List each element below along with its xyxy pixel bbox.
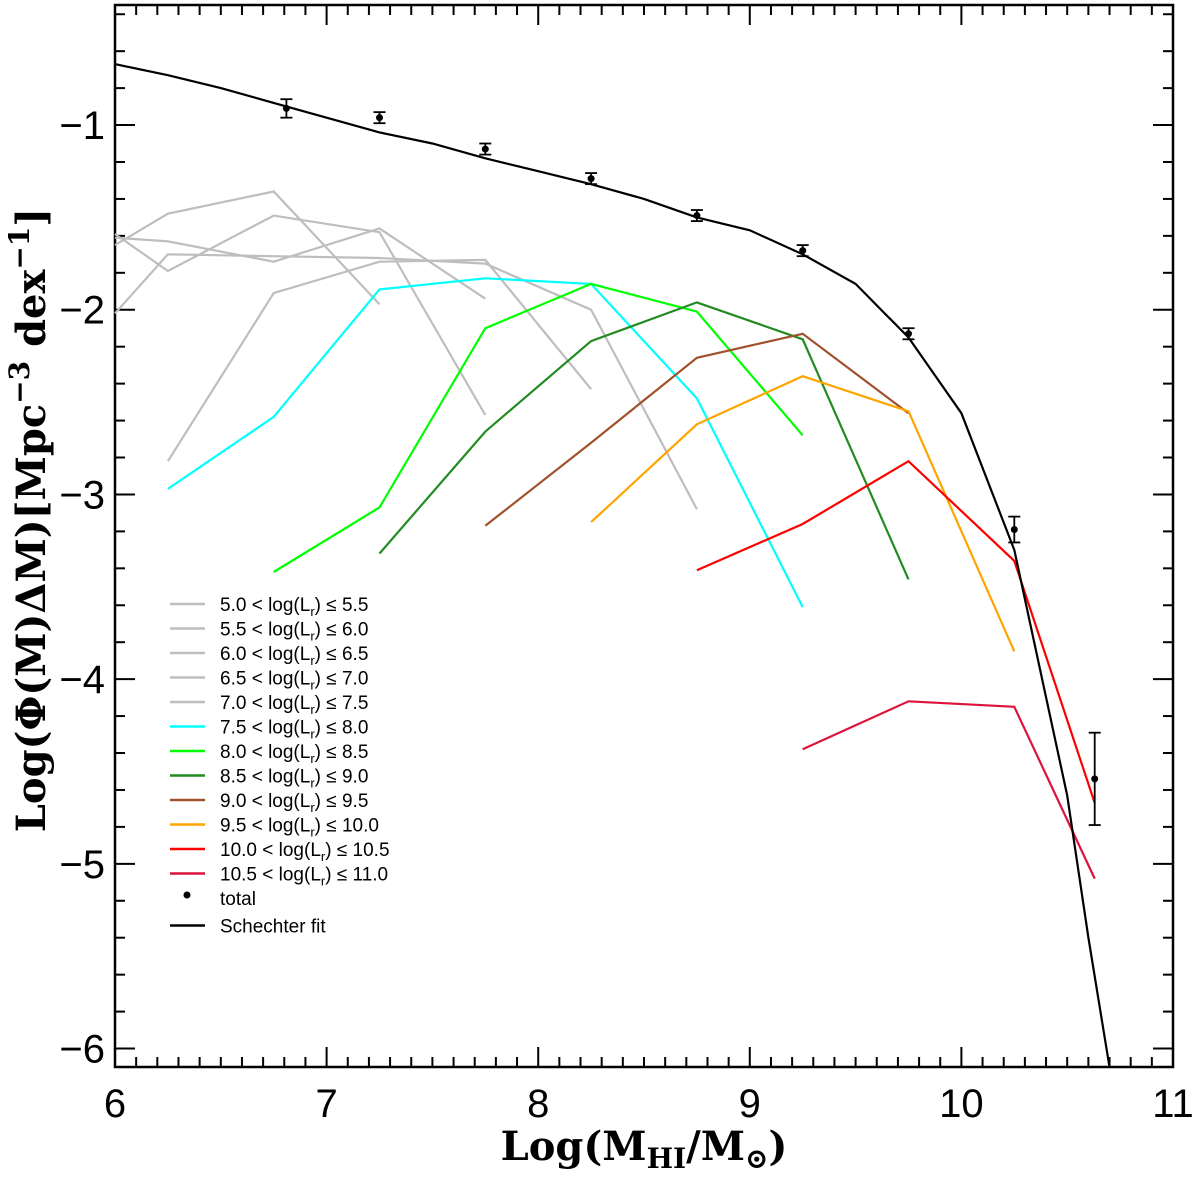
legend-label: 5.0 < log(Lr) ≤ 5.5 xyxy=(220,595,368,619)
y-tick-label: −6 xyxy=(59,1028,105,1072)
total-points xyxy=(280,98,1101,826)
legend-label: Schechter fit xyxy=(220,917,326,938)
legend-label: 10.0 < log(Lr) ≤ 10.5 xyxy=(220,840,390,864)
total-point xyxy=(905,330,912,338)
legend-swatch xyxy=(183,891,191,899)
y-tick-label: −4 xyxy=(59,658,105,702)
y-tick-label: −2 xyxy=(59,289,105,333)
x-tick-label: 9 xyxy=(739,1082,761,1126)
y-axis-title: Log(Φ(M)ΔM)[Mpc−3 dex−1] xyxy=(3,208,55,832)
legend: 5.0 < log(Lr) ≤ 5.55.5 < log(Lr) ≤ 6.06.… xyxy=(170,595,390,938)
x-tick-label: 6 xyxy=(104,1082,126,1126)
legend-label: 7.5 < log(Lr) ≤ 8.0 xyxy=(220,718,368,742)
schechter-fit-line xyxy=(115,63,1111,1067)
total-point xyxy=(693,212,701,220)
series-line-4 xyxy=(114,253,698,510)
legend-label: 9.0 < log(Lr) ≤ 9.5 xyxy=(220,791,368,815)
series-lines xyxy=(114,190,1096,880)
series-line-1 xyxy=(114,190,381,305)
series-line-10 xyxy=(590,375,1016,652)
total-point xyxy=(282,104,290,112)
total-point xyxy=(587,175,595,183)
legend-label: 9.5 < log(Lr) ≤ 10.0 xyxy=(220,816,379,840)
total-point xyxy=(799,247,807,255)
series-line-6 xyxy=(167,277,804,608)
x-tick-label: 8 xyxy=(527,1082,549,1126)
series-line-5 xyxy=(166,258,592,462)
x-axis-title: Log(MHI/M⊙) xyxy=(501,1123,788,1175)
legend-label: 6.5 < log(Lr) ≤ 7.0 xyxy=(220,669,368,693)
total-point xyxy=(1010,526,1018,534)
series-line-3 xyxy=(114,214,487,416)
legend-label: 7.0 < log(Lr) ≤ 7.5 xyxy=(220,693,368,717)
series-line-2 xyxy=(114,227,486,300)
series-line-7 xyxy=(273,282,804,573)
total-point xyxy=(1091,775,1099,783)
x-tick-label: 11 xyxy=(1152,1082,1194,1126)
tick-labels: 6 7 8 9 10 11 −6 −5 −4 −3 −2 −1 xyxy=(59,104,1193,1126)
series-line-11 xyxy=(696,459,1096,804)
series-line-12 xyxy=(802,700,1096,880)
legend-label: total xyxy=(220,889,256,910)
schechter-fit xyxy=(115,63,1111,1067)
y-tick-label: −3 xyxy=(59,473,105,517)
y-tick-label: −1 xyxy=(59,104,105,148)
x-tick-label: 10 xyxy=(939,1082,984,1126)
legend-label: 5.5 < log(Lr) ≤ 6.0 xyxy=(220,620,368,644)
series-line-8 xyxy=(378,301,910,580)
x-tick-label: 7 xyxy=(315,1082,337,1126)
total-point xyxy=(481,145,489,153)
legend-label: 10.5 < log(Lr) ≤ 11.0 xyxy=(220,865,388,889)
series-line-9 xyxy=(484,332,910,527)
total-point xyxy=(376,114,383,122)
legend-label: 8.5 < log(Lr) ≤ 9.0 xyxy=(220,767,368,791)
legend-label: 6.0 < log(Lr) ≤ 6.5 xyxy=(220,644,368,668)
y-tick-label: −5 xyxy=(59,843,105,887)
legend-label: 8.0 < log(Lr) ≤ 8.5 xyxy=(220,742,368,766)
